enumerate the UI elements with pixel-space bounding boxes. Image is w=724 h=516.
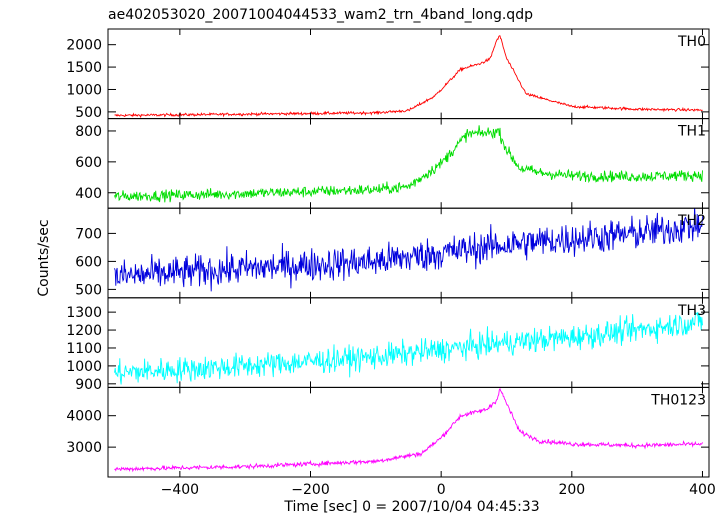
y-tick-label: 1300 xyxy=(66,305,102,321)
y-tick-label: 700 xyxy=(75,226,102,242)
panel-th1: 400 600 800 TH1 xyxy=(75,118,710,209)
panel-name-label: TH1 xyxy=(677,124,706,140)
panel-frame xyxy=(107,28,710,120)
panel-th0: 500 1000 1500 2000 TH0 xyxy=(66,28,710,121)
series-line-th0123 xyxy=(114,387,703,473)
y-axis-label: Counts/sec xyxy=(36,219,52,296)
series-line-th2 xyxy=(114,208,703,292)
panel-name-label: TH0123 xyxy=(650,392,706,408)
y-tick-label: 600 xyxy=(75,155,102,171)
x-tick-label: −200 xyxy=(291,482,329,498)
panel-name-label: TH2 xyxy=(677,213,706,229)
y-tick-label: 1500 xyxy=(66,60,102,76)
x-tick-label: 400 xyxy=(689,482,716,498)
panel-th2: 500 600 700 TH2 xyxy=(75,207,710,298)
y-tick-label: 800 xyxy=(75,124,102,140)
series-line-th1 xyxy=(114,125,703,203)
x-tick-label: −400 xyxy=(161,482,199,498)
y-tick-label: 1000 xyxy=(66,359,102,375)
y-tick-label: 1200 xyxy=(66,323,102,339)
x-tick-label: 0 xyxy=(437,482,446,498)
y-tick-label: 500 xyxy=(75,282,102,298)
y-tick-label: 4000 xyxy=(66,409,102,425)
y-tick-label: 2000 xyxy=(66,38,102,54)
panel-th3: 900 1000 1100 1200 1300 TH3 xyxy=(66,297,710,393)
series-line-th3 xyxy=(114,311,703,385)
y-tick-label: 500 xyxy=(75,105,102,121)
y-tick-label: 900 xyxy=(75,377,102,393)
y-tick-label: 3000 xyxy=(66,440,102,456)
y-tick-label: 1100 xyxy=(66,341,102,357)
series-line-th0 xyxy=(114,35,703,118)
y-tick-label: 1000 xyxy=(66,82,102,98)
panel-name-label: TH3 xyxy=(677,303,706,319)
panel-name-label: TH0 xyxy=(677,34,706,50)
y-tick-label: 400 xyxy=(75,186,102,202)
panel-frame xyxy=(107,386,710,478)
x-axis-label: Time [sec] 0 = 2007/10/04 04:45:33 xyxy=(283,499,539,515)
y-tick-label: 600 xyxy=(75,254,102,270)
panel-th0123: 3000 4000 TH0123 xyxy=(66,386,710,478)
chart-title: ae402053020_20071004044533_wam2_trn_4ban… xyxy=(108,7,533,23)
x-tick-label: 200 xyxy=(558,482,585,498)
